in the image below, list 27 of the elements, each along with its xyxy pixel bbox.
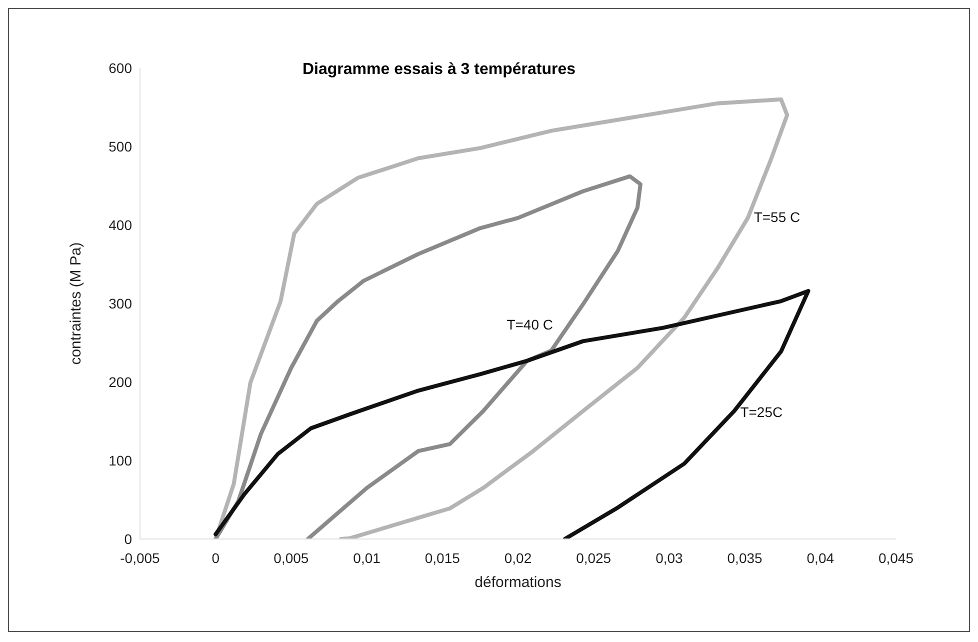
x-tick-label: 0,04 — [806, 550, 834, 566]
line-series — [214, 174, 642, 539]
x-tick-label: 0,025 — [576, 550, 612, 566]
line-series — [214, 97, 790, 539]
x-axis-title: déformations — [474, 574, 562, 591]
y-tick-label: 300 — [108, 295, 132, 312]
y-tick-label: 400 — [108, 216, 132, 233]
x-tick-label: 0,03 — [656, 550, 684, 566]
x-tick-label: 0,045 — [878, 550, 914, 566]
y-tick-label: 200 — [108, 374, 132, 390]
y-tick-label: 0 — [124, 530, 132, 547]
chart-title: Diagramme essais à 3 températures — [302, 61, 576, 78]
x-tick-label: 0,02 — [504, 550, 532, 566]
x-tick-label: 0 — [212, 550, 220, 566]
x-tick-label: 0,015 — [424, 550, 460, 566]
line-series — [214, 288, 810, 539]
series-label: T=55 C — [754, 208, 800, 225]
series-label: T=40 C — [506, 316, 554, 332]
x-tick-label: 0,005 — [274, 550, 309, 566]
y-axis-title: contraintes (M Pa) — [67, 242, 84, 365]
x-tick-label: 0,035 — [727, 550, 763, 566]
y-tick-label: 100 — [108, 452, 132, 468]
y-tick-label: 500 — [108, 138, 132, 154]
y-tick-label: 600 — [108, 60, 132, 76]
x-tick-label: 0,01 — [353, 550, 381, 566]
series-label: T=25C — [740, 404, 783, 420]
x-tick-label: -0,005 — [120, 550, 160, 566]
